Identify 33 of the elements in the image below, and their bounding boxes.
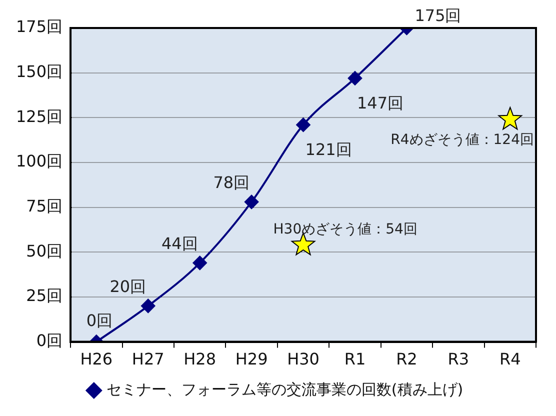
data-label: 147回 — [356, 93, 404, 112]
point — [141, 298, 156, 313]
y-tick-label: 75回 — [26, 196, 63, 216]
point — [348, 71, 362, 86]
point — [498, 106, 522, 130]
x-tick-label: R2 — [396, 350, 418, 369]
x-tick-label: H30 — [287, 350, 320, 369]
y-tick-label: 25回 — [26, 286, 63, 306]
data-label: 20回 — [110, 277, 146, 296]
y-tick-label: 125回 — [16, 106, 63, 126]
data-label: 44回 — [161, 234, 198, 254]
annotation: R4めざそう値：124回 — [390, 132, 534, 148]
x-tick-label: R4 — [499, 350, 521, 369]
data-label: 0回 — [86, 310, 113, 330]
data-label: 78回 — [213, 173, 250, 192]
x-tick-label: H27 — [132, 350, 164, 369]
y-tick-label: 50回 — [26, 241, 63, 260]
x-tick-label: R3 — [448, 350, 470, 369]
annotation: H30めざそう値：54回 — [273, 222, 418, 238]
legend-label: セミナー、フォーラム等の交流事業の回数(積み上げ) — [106, 380, 464, 398]
point — [296, 118, 310, 132]
y-tick-label: 175回 — [16, 17, 63, 36]
x-tick-label: R1 — [344, 350, 366, 369]
x-tick-label: H26 — [80, 350, 113, 369]
data-label: 175回 — [414, 6, 462, 26]
x-tick-label: H29 — [235, 350, 268, 369]
y-tick-label: 150回 — [16, 62, 63, 81]
point — [192, 256, 207, 270]
x-tick-label: H28 — [184, 350, 216, 369]
point — [244, 194, 259, 209]
y-tick-label: 0回 — [36, 330, 63, 350]
y-tick-label: 100回 — [16, 152, 63, 171]
data-label: 121回 — [305, 140, 352, 159]
